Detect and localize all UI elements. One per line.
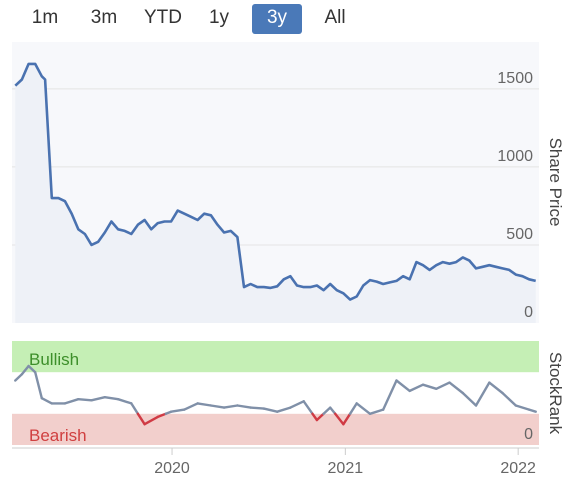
stockrank-line-segment	[368, 408, 385, 415]
stockrank-line-segment	[20, 364, 30, 376]
stockrank-line-segment	[90, 396, 107, 402]
stockrank-line-segment	[209, 404, 226, 409]
range-1y-button[interactable]: 1y	[208, 7, 230, 28]
stockrank-line-segment	[382, 379, 398, 411]
bullish-band	[12, 341, 539, 373]
range-1m-button[interactable]: 1m	[31, 7, 59, 28]
stockrank-line-segment	[421, 383, 438, 390]
bullish-label: Bullish	[29, 350, 79, 369]
stockrank-line-segment	[334, 412, 345, 426]
stockrank-line-segment	[395, 379, 411, 393]
stockrank-line-segment	[156, 412, 168, 419]
stockrank-line-segment	[311, 412, 319, 422]
price-tick-label: 500	[506, 226, 533, 243]
price-tick-label: 1000	[497, 148, 533, 165]
stockrank-line-segment	[315, 412, 325, 422]
stockrank-line-segment	[130, 402, 140, 415]
x-tick-label: 2022	[500, 460, 536, 477]
price-tick-label: 0	[524, 304, 533, 321]
stockrank-line-segment	[348, 402, 358, 415]
stockrank-axis-title: StockRank	[546, 352, 565, 435]
stockrank-line-segment	[461, 391, 478, 407]
stockrank-line-segment	[488, 381, 504, 395]
stockrank-line-segment	[14, 373, 24, 382]
range-ytd-button[interactable]: YTD	[144, 7, 182, 28]
stockrank-line-segment	[136, 412, 146, 426]
stockrank-line-segment	[63, 398, 80, 405]
stockrank-line-segment	[222, 404, 239, 409]
stockrank-line-segment	[143, 415, 160, 426]
stockrank-line-segment	[236, 404, 252, 409]
share-price-panel: 0 500 1000 1500 Share Price	[12, 42, 565, 324]
stockrank-line-segment	[103, 396, 120, 401]
stockrank-line-segment	[527, 408, 537, 413]
range-selector: 1m 3m YTD 1y 3y All	[0, 0, 400, 38]
x-tick-label: 2021	[328, 460, 364, 477]
stockrank-line-segment	[302, 400, 314, 415]
stockrank-line-segment	[501, 391, 517, 407]
share-price-line	[14, 62, 537, 301]
stockrank-line-segment	[322, 406, 332, 415]
stockrank-line-segment	[116, 398, 133, 405]
stockrank-line-segment	[27, 364, 37, 374]
bearish-band	[12, 413, 539, 445]
share-price-axis-title: Share Price	[546, 138, 565, 227]
stockrank-line-segment	[196, 402, 213, 407]
stockrank-line-segment	[474, 381, 491, 407]
stockrank-line-segment	[289, 400, 305, 409]
stockrank-tick-label: 0	[524, 426, 533, 443]
price-tick-label: 1500	[497, 70, 533, 87]
bearish-label: Bearish	[29, 426, 87, 445]
stockrank-line-segment	[249, 406, 266, 410]
stockrank-panel: Bullish Bearish 0 StockRank	[12, 341, 565, 445]
stockrank-line-segment	[435, 381, 451, 390]
x-tick-label: 2020	[154, 460, 190, 477]
stockrank-line-segment	[329, 406, 337, 415]
range-3y-button[interactable]: 3y	[252, 4, 302, 34]
range-3m-button[interactable]: 3m	[90, 7, 118, 28]
stockrank-line-segment	[262, 407, 279, 413]
stockrank-line-segment	[514, 404, 531, 411]
share-price-area	[15, 63, 536, 324]
stockrank-line-segment	[183, 402, 199, 411]
stockrank-line-segment	[77, 398, 93, 402]
stockrank-line-segment	[355, 402, 372, 415]
stockrank-line-segment	[276, 406, 292, 413]
stockrank-line-segment	[408, 383, 425, 393]
stockrank-line-segment	[34, 371, 43, 400]
stockrank-line-segment	[342, 412, 352, 426]
range-all-button[interactable]: All	[324, 7, 346, 28]
stockrank-line-segment	[40, 397, 53, 405]
stockrank-line-segment	[169, 408, 186, 413]
stockrank-line-segment	[448, 381, 464, 395]
